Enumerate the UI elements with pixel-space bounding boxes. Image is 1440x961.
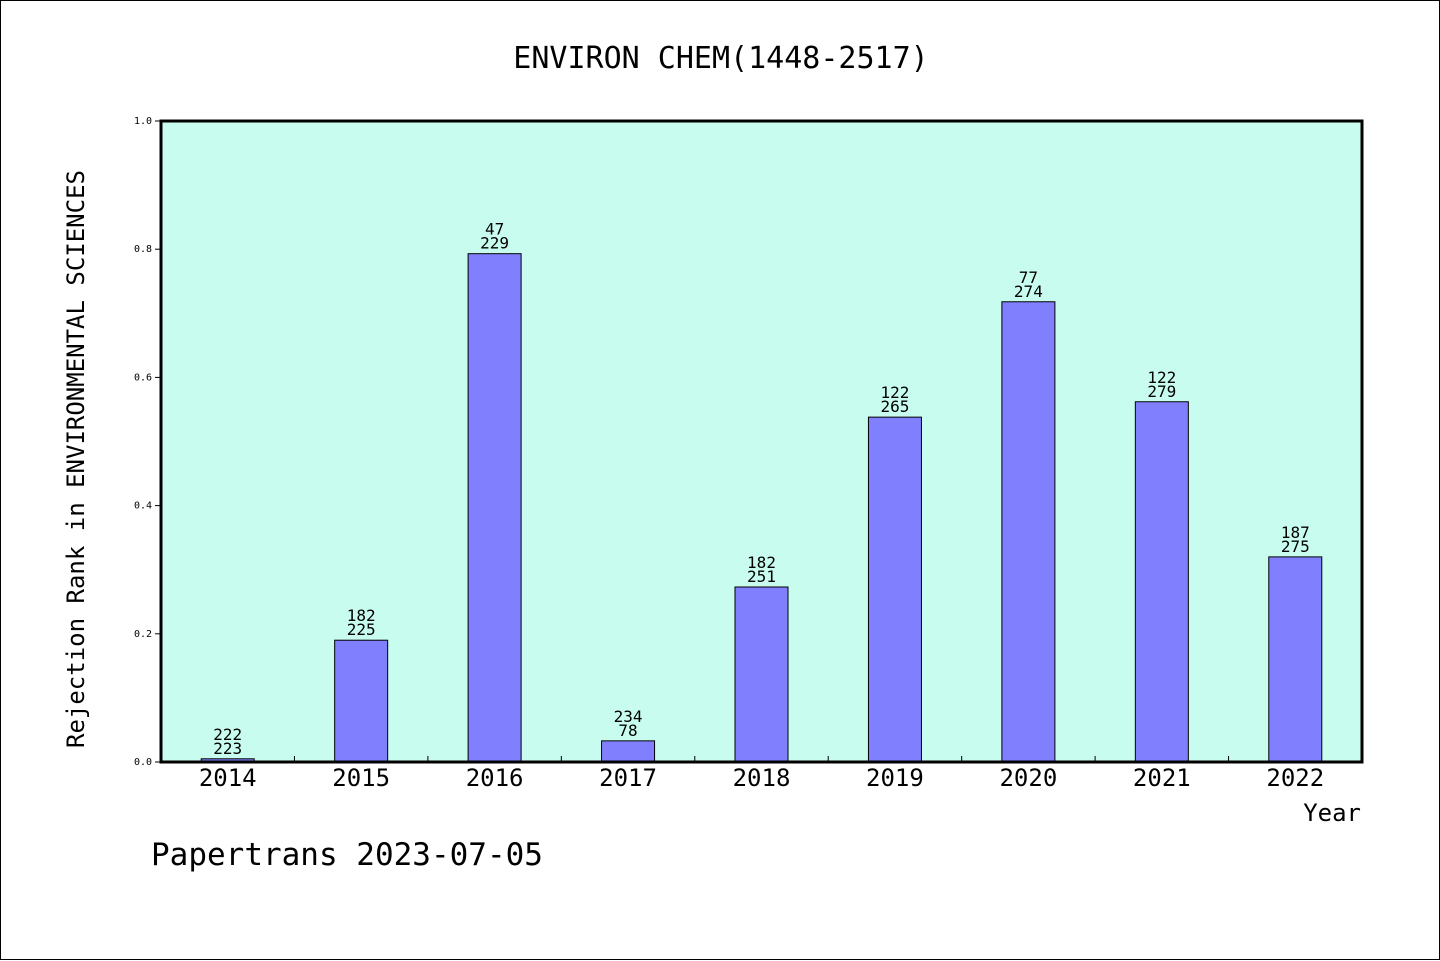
x-ticks-group: 2014 2015 2016 2017 2018 2019 2020 2021 2022 [199, 756, 1324, 792]
x-tick-label-2014: 2014 [199, 764, 257, 792]
bar-label-top-2020: 77 [1019, 268, 1038, 287]
bar-2018 [734, 586, 789, 763]
bar-2022 [1268, 556, 1323, 763]
bar-label-bottom-2014: 223 [213, 739, 242, 758]
y-ticks-group: 0.0 0.2 0.4 0.6 0.8 1.0 [134, 116, 161, 768]
bar-labels-group: 2222231822254722923478182251122265772741… [213, 220, 1309, 758]
x-tick-label-2015: 2015 [332, 764, 390, 792]
bars-group [200, 253, 1323, 763]
bar-2015 [334, 639, 389, 763]
plot-border [159, 119, 1364, 764]
bar-2020 [1001, 301, 1056, 763]
bar-label-bottom-2015: 225 [347, 620, 376, 639]
y-tick-label-0.2: 0.2 [134, 629, 152, 640]
bar-2017 [601, 740, 656, 763]
bar-label-top-2019: 122 [880, 383, 909, 402]
y-tick-label-1.0: 1.0 [134, 116, 152, 127]
y-tick-label-0.0: 0.0 [134, 757, 152, 768]
x-tick-label-2018: 2018 [733, 764, 791, 792]
y-axis-label: Rejection Rank in ENVIRONMENTAL SCIENCES [62, 170, 90, 748]
x-axis-label: Year [1303, 799, 1361, 827]
bar-label-top-2014: 222 [213, 725, 242, 744]
bar-label-bottom-2018: 251 [747, 567, 776, 586]
bar-label-bottom-2017: 78 [618, 721, 637, 740]
bar-label-bottom-2022: 275 [1281, 537, 1310, 556]
x-tick-label-2017: 2017 [599, 764, 657, 792]
bar-label-top-2017: 234 [614, 707, 643, 726]
bar-label-bottom-2021: 279 [1147, 382, 1176, 401]
bar-2016 [467, 253, 522, 763]
bar-label-top-2021: 122 [1147, 368, 1176, 387]
x-tick-label-2021: 2021 [1133, 764, 1191, 792]
chart-title: ENVIRON CHEM(1448-2517) [513, 41, 928, 76]
bar-label-bottom-2016: 229 [480, 234, 509, 253]
y-tick-label-0.6: 0.6 [134, 372, 152, 383]
y-tick-label-0.4: 0.4 [134, 501, 152, 512]
x-tick-label-2022: 2022 [1266, 764, 1324, 792]
bar-label-bottom-2019: 265 [880, 397, 909, 416]
x-tick-label-2019: 2019 [866, 764, 924, 792]
x-tick-label-2016: 2016 [466, 764, 524, 792]
bar-label-top-2016: 47 [485, 220, 504, 239]
bar-label-bottom-2020: 274 [1014, 282, 1043, 301]
footer-text: Papertrans 2023-07-05 [151, 837, 543, 873]
bar-label-top-2015: 182 [347, 606, 376, 625]
bar-2019 [867, 416, 922, 763]
bar-label-top-2022: 187 [1281, 523, 1310, 542]
y-tick-label-0.8: 0.8 [134, 244, 152, 255]
bar-2021 [1134, 401, 1189, 763]
bar-label-top-2018: 182 [747, 553, 776, 572]
x-tick-label-2020: 2020 [999, 764, 1057, 792]
